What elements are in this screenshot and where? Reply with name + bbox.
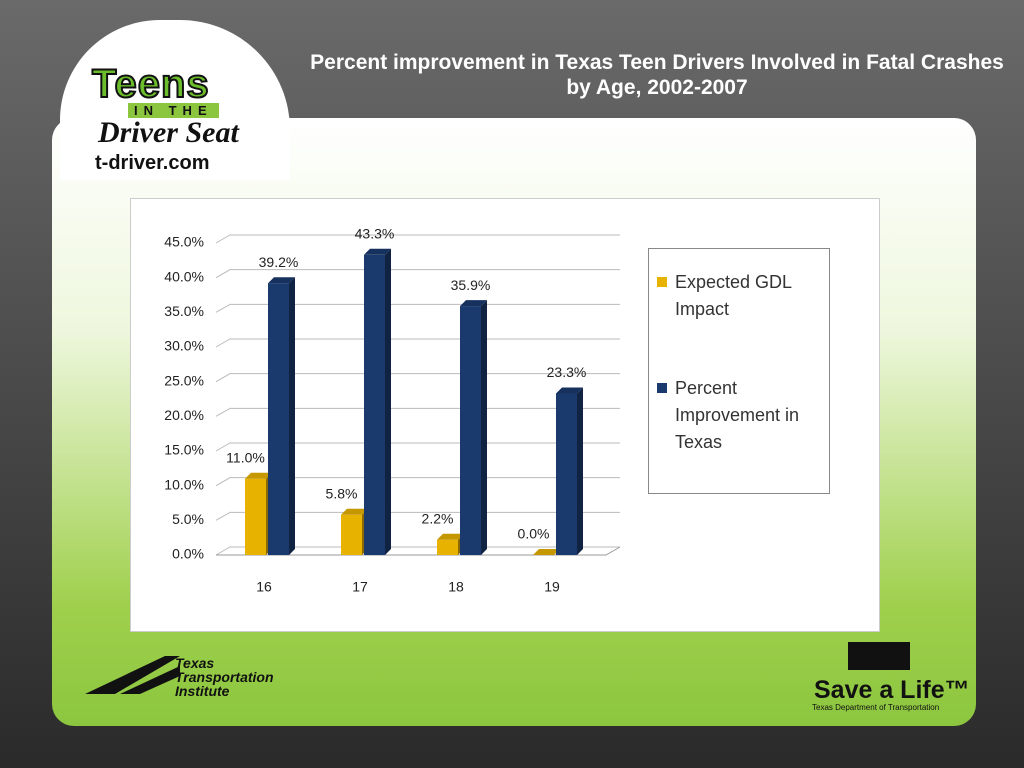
bar bbox=[437, 533, 464, 555]
logo-driver-seat: Driver Seat bbox=[98, 116, 239, 149]
bar bbox=[364, 248, 391, 555]
bar-top bbox=[245, 472, 272, 479]
grid-line bbox=[215, 269, 620, 279]
txdot-flag bbox=[848, 642, 910, 670]
grid-line bbox=[215, 477, 620, 487]
bar bbox=[341, 508, 368, 555]
x-tick-label: 17 bbox=[352, 579, 368, 595]
bar-side bbox=[577, 387, 583, 555]
logo-tab bbox=[60, 20, 290, 180]
bar-top bbox=[533, 549, 560, 555]
y-tick-label: 35.0% bbox=[164, 303, 204, 319]
legend-item: Expected GDL Impact bbox=[657, 269, 821, 323]
data-label: 35.9% bbox=[451, 277, 491, 293]
grid-line bbox=[215, 442, 620, 452]
data-label: 23.3% bbox=[547, 364, 587, 380]
bar-top bbox=[437, 533, 464, 540]
y-tick-label: 20.0% bbox=[164, 407, 204, 423]
grid-line bbox=[215, 373, 620, 383]
bar-front bbox=[268, 283, 289, 555]
data-label: 11.0% bbox=[226, 449, 265, 465]
bar-side bbox=[481, 300, 487, 555]
tti-mark bbox=[85, 656, 180, 694]
y-tick-label: 10.0% bbox=[164, 476, 204, 492]
bar-top bbox=[268, 277, 295, 284]
bar-top bbox=[460, 300, 487, 307]
data-label: 2.2% bbox=[422, 510, 454, 526]
y-tick-label: 0.0% bbox=[172, 546, 204, 562]
bar bbox=[460, 300, 487, 555]
x-tick-label: 18 bbox=[448, 579, 464, 595]
grid-line bbox=[215, 546, 620, 556]
bar-front bbox=[341, 514, 362, 555]
txdot: Texas Department of Transportation bbox=[812, 703, 940, 712]
y-tick-label: 5.0% bbox=[172, 511, 204, 527]
y-tick-label: 15.0% bbox=[164, 442, 204, 458]
bar-side bbox=[289, 277, 295, 555]
tti-logo: Texas Transportation Institute bbox=[175, 655, 274, 699]
save-a-life: Save a Life™ bbox=[814, 676, 970, 704]
x-tick-label: 16 bbox=[256, 579, 272, 595]
bar-top bbox=[341, 508, 368, 515]
grid-line bbox=[215, 234, 620, 244]
y-tick-label: 25.0% bbox=[164, 372, 204, 388]
y-tick-label: 40.0% bbox=[164, 268, 204, 284]
bar bbox=[556, 387, 583, 555]
bar-front bbox=[245, 478, 266, 555]
website: t-driver.com bbox=[95, 152, 210, 174]
legend-label: Expected GDL Impact bbox=[675, 272, 792, 319]
bar-front bbox=[556, 393, 577, 555]
bar-front bbox=[460, 306, 481, 555]
slide-title: Percent improvement in Texas Teen Driver… bbox=[310, 51, 1004, 99]
bar-side bbox=[385, 248, 391, 555]
grid-line bbox=[215, 407, 620, 417]
legend-item: Percent Improvement in Texas bbox=[657, 375, 821, 456]
legend-swatch bbox=[657, 277, 667, 287]
legend-label: Percent Improvement in Texas bbox=[675, 378, 800, 452]
data-label: 43.3% bbox=[355, 225, 395, 241]
data-label: 0.0% bbox=[518, 526, 550, 542]
bar-top bbox=[364, 248, 391, 255]
legend-swatch bbox=[657, 383, 667, 393]
bar-top bbox=[556, 387, 583, 394]
bar-front bbox=[437, 539, 458, 555]
grid-line bbox=[215, 511, 620, 521]
logo-teens: Teens bbox=[91, 61, 210, 107]
bar bbox=[533, 549, 560, 555]
bar-front bbox=[364, 254, 385, 555]
x-tick-label: 19 bbox=[544, 579, 560, 595]
legend: Expected GDL Impact Percent Improvement i… bbox=[648, 248, 830, 494]
grid-line bbox=[215, 338, 620, 348]
bar bbox=[268, 277, 295, 555]
y-tick-label: 30.0% bbox=[164, 338, 204, 354]
bar bbox=[245, 472, 272, 555]
data-label: 39.2% bbox=[259, 254, 299, 270]
grid-line bbox=[215, 303, 620, 313]
logo-in-the: IN THE bbox=[128, 103, 219, 118]
y-tick-label: 45.0% bbox=[164, 234, 204, 250]
data-label: 5.8% bbox=[326, 485, 358, 501]
